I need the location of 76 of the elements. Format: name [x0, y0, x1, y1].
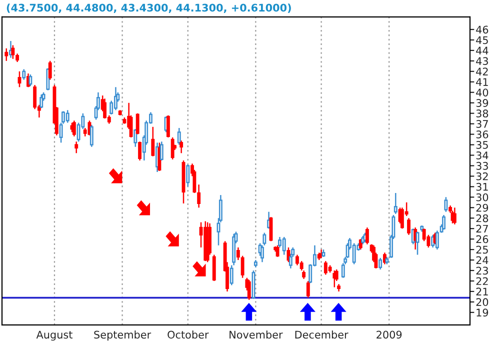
y-tick-label: 29	[476, 204, 488, 212]
x-tick-label: September	[94, 330, 152, 341]
candlestick	[33, 84, 37, 110]
y-tick-label: 31	[476, 182, 488, 191]
candlestick	[230, 264, 234, 286]
candlestick	[306, 280, 310, 298]
candlestick	[442, 214, 446, 230]
candlestick	[247, 279, 251, 300]
x-tick-label: October	[168, 330, 209, 339]
candlestick	[74, 140, 78, 154]
candlestick	[22, 68, 26, 80]
candlestick	[422, 228, 426, 242]
candlestick	[11, 44, 15, 60]
candlestick	[282, 236, 286, 256]
y-tick-label: 24	[476, 256, 488, 264]
candlestick	[103, 98, 107, 120]
candlestick	[18, 70, 22, 88]
y-tick-label: 30	[476, 193, 488, 202]
candlestick	[197, 184, 201, 208]
y-tick-label: 42	[476, 68, 488, 76]
candlestick	[90, 124, 94, 148]
candlestick	[452, 207, 456, 226]
chart-title: (43.7500, 44.4800, 43.4300, 44.1300, +0.61000)	[6, 4, 291, 13]
y-tick-label: 26	[476, 235, 488, 244]
y-tick-label: 43	[476, 57, 488, 66]
y-tick-label: 19	[476, 308, 488, 317]
y-tick-label: 41	[476, 78, 488, 86]
y-tick-label: 33	[476, 162, 488, 170]
candlestick	[66, 110, 70, 124]
candlestick	[136, 112, 140, 135]
candlestick	[134, 128, 138, 148]
y-tick-label: 44	[476, 46, 488, 54]
x-tick-label: November	[230, 330, 283, 339]
candlestick	[378, 257, 382, 270]
candlestick	[4, 48, 8, 62]
candlestick	[394, 192, 398, 215]
y-tick-label: 22	[476, 277, 488, 285]
candlestick	[407, 217, 410, 236]
y-tick-label: 20	[476, 298, 488, 306]
y-tick-label: 27	[476, 224, 488, 233]
x-tick-label: December	[295, 330, 348, 339]
candlestick	[212, 254, 216, 282]
y-tick-label: 35	[476, 140, 488, 149]
y-tick-label: 40	[476, 88, 488, 96]
candlestick	[180, 140, 184, 154]
y-tick-label: 28	[476, 214, 488, 222]
candlestick	[186, 164, 190, 188]
candlestick	[151, 126, 155, 157]
candlestick	[166, 114, 170, 138]
candlestick	[444, 196, 448, 212]
y-tick-label: 25	[476, 246, 488, 254]
y-tick-label: 34	[476, 151, 488, 160]
candlestick	[46, 68, 50, 91]
x-tick-label: 2009	[376, 330, 402, 339]
y-tick-label: 32	[476, 172, 488, 180]
candlestick	[236, 246, 240, 261]
candlestick	[416, 231, 420, 256]
candlestick	[110, 100, 114, 115]
candlestick	[240, 255, 244, 278]
candlestick	[48, 60, 52, 80]
candlestick	[40, 94, 44, 109]
y-tick-label: 46	[476, 26, 488, 34]
candlestick	[365, 226, 369, 245]
y-tick-label: 38	[476, 110, 488, 118]
y-tick-label: 36	[476, 130, 488, 138]
y-tick-label: 21	[476, 288, 488, 296]
candlestick	[72, 120, 76, 137]
candlestick	[352, 242, 356, 265]
x-tick-label: August	[36, 330, 72, 341]
y-tick-label: 39	[476, 99, 488, 107]
candlestick	[177, 127, 181, 146]
candlestick	[138, 140, 142, 162]
candlestick	[28, 74, 32, 87]
y-tick-label: 37	[476, 120, 488, 128]
y-tick-label: 23	[476, 266, 488, 275]
y-tick-label: 45	[476, 36, 488, 44]
